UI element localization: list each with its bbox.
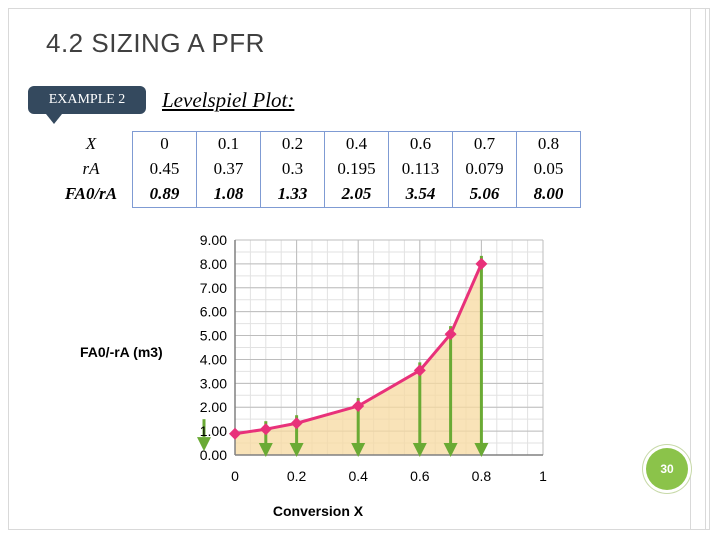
data-point-marker [413, 364, 426, 377]
decorative-border-lines [690, 8, 706, 530]
row-label-ra: rA [82, 159, 100, 179]
cell-ra-0: 0.45 [132, 157, 197, 182]
x-tick-label: 0.6 [410, 468, 430, 484]
cell-x-3: 0.4 [324, 131, 389, 157]
arrow-head [474, 443, 489, 457]
cell-x-4: 0.6 [388, 131, 453, 157]
x-tick-label: 1 [539, 468, 547, 484]
table-row-ra: rA 0.45 0.37 0.3 0.195 0.113 0.079 0.05 [50, 157, 581, 182]
y-tick-label: 2.00 [200, 399, 227, 415]
cell-ratio-2: 1.33 [260, 182, 325, 208]
data-table: X 0 0.1 0.2 0.4 0.6 0.7 0.8 rA 0.45 0.37… [50, 131, 581, 208]
row-label-ratio: FA0/rA [64, 184, 118, 204]
cell-x-1: 0.1 [196, 131, 261, 157]
y-tick-label: 9.00 [200, 232, 227, 248]
arrow-head [258, 443, 273, 457]
cell-x-2: 0.2 [260, 131, 325, 157]
example-badge: EXAMPLE 2 [28, 86, 146, 124]
data-point-marker [475, 257, 488, 270]
table-row-x: X 0 0.1 0.2 0.4 0.6 0.7 0.8 [50, 131, 581, 157]
cell-ratio-6: 8.00 [516, 182, 581, 208]
cell-ra-6: 0.05 [516, 157, 581, 182]
arrow-head [412, 443, 427, 457]
y-tick-label: 4.00 [200, 351, 227, 367]
y-tick-label: 3.00 [200, 375, 227, 391]
y-tick-label: 8.00 [200, 256, 227, 272]
data-point-marker [352, 400, 365, 413]
cell-ratio-4: 3.54 [388, 182, 453, 208]
arrow-head [443, 443, 458, 457]
x-axis-title: Conversion X [273, 503, 364, 519]
x-tick-label: 0.2 [287, 468, 307, 484]
data-point-marker [290, 417, 303, 430]
cell-ra-1: 0.37 [196, 157, 261, 182]
data-point-marker [229, 427, 241, 440]
y-tick-label: 6.00 [200, 304, 227, 320]
y-tick-label: 5.00 [200, 328, 227, 344]
arrow-head [351, 443, 366, 457]
page-number: 30 [646, 448, 688, 490]
data-point-marker [444, 328, 457, 341]
cell-ra-3: 0.195 [324, 157, 389, 182]
plot-subtitle: Levelspiel Plot: [162, 88, 295, 112]
cell-ra-4: 0.113 [388, 157, 453, 182]
y-tick-label: 0.00 [200, 447, 227, 463]
x-tick-label: 0.8 [472, 468, 492, 484]
slide-title: 4.2 SIZING A PFR [46, 28, 265, 58]
y-tick-label: 1.00 [200, 423, 227, 439]
cell-ratio-5: 5.06 [452, 182, 517, 208]
y-axis-title: FA0/-rA (m3) [80, 344, 163, 360]
cell-ratio-1: 1.08 [196, 182, 261, 208]
cell-ratio-0: 0.89 [132, 182, 197, 208]
arrow-head [289, 443, 304, 457]
x-tick-label: 0.4 [348, 468, 368, 484]
table-row-ratio: FA0/rA 0.89 1.08 1.33 2.05 3.54 5.06 8.0… [50, 182, 581, 208]
slide-frame [8, 8, 710, 530]
data-point-marker [259, 423, 272, 436]
cell-ra-5: 0.079 [452, 157, 517, 182]
y-tick-label: 7.00 [200, 280, 227, 296]
arrow-head [197, 437, 211, 452]
row-label-x: X [85, 133, 97, 153]
cell-x-6: 0.8 [516, 131, 581, 157]
x-tick-label: 0 [231, 468, 239, 484]
